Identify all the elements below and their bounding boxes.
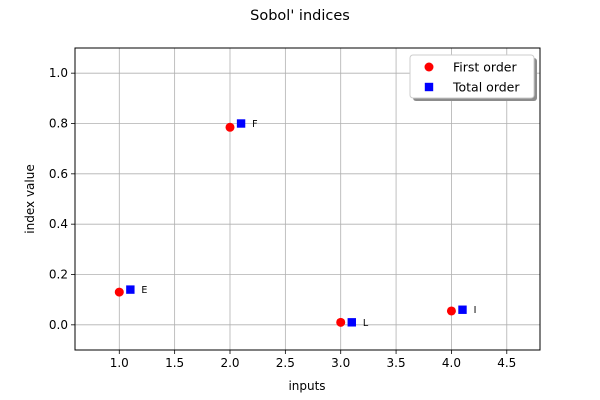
legend-circle-marker: [424, 62, 434, 72]
x-tick-label: 4.5: [497, 356, 516, 370]
point-annotations: E F L I: [141, 119, 476, 329]
annotation-label: I: [474, 305, 477, 316]
first-order-point: [114, 287, 124, 297]
legend-label: First order: [453, 60, 517, 75]
chart-title: Sobol' indices: [250, 8, 350, 24]
annotation-label: F: [252, 119, 257, 130]
total-order-point: [126, 285, 135, 294]
y-tick-label: 0.6: [49, 167, 68, 181]
y-tick-label: 0.0: [49, 318, 68, 332]
y-tick-label: 0.4: [49, 217, 68, 231]
y-axis-label: index value: [23, 164, 37, 233]
x-tick-label: 2.5: [276, 356, 295, 370]
data-marks: [114, 119, 467, 327]
legend-box: [409, 54, 535, 99]
legend-square-marker: [424, 82, 434, 92]
y-tick-label: 0.2: [49, 268, 68, 282]
total-order-point: [458, 305, 467, 314]
x-tick-label: 3.0: [331, 356, 350, 370]
x-tick-label: 4.0: [442, 356, 461, 370]
x-axis-label: inputs: [288, 379, 325, 393]
x-tick-label: 1.0: [110, 356, 129, 370]
annotation-label: L: [363, 318, 369, 329]
total-order-point: [347, 318, 356, 327]
legend: First order Total order: [409, 54, 537, 101]
first-order-point: [446, 306, 456, 316]
first-order-point: [225, 122, 235, 132]
y-tick-label: 1.0: [49, 66, 68, 80]
legend-label: Total order: [452, 80, 520, 95]
x-tick-label: 2.0: [220, 356, 239, 370]
annotation-label: E: [141, 285, 147, 296]
axes: 1.0 1.5 2.0 2.5 3.0 3.5 4.0 4.5 0.0 0.2 0.4 0.6 0.8 1…: [49, 66, 516, 370]
y-tick-label: 0.8: [49, 117, 68, 131]
total-order-point: [236, 119, 246, 128]
x-tick-label: 1.5: [165, 356, 184, 370]
x-tick-label: 3.5: [387, 356, 406, 370]
plot-frame: [74, 47, 541, 351]
first-order-point: [336, 317, 346, 327]
